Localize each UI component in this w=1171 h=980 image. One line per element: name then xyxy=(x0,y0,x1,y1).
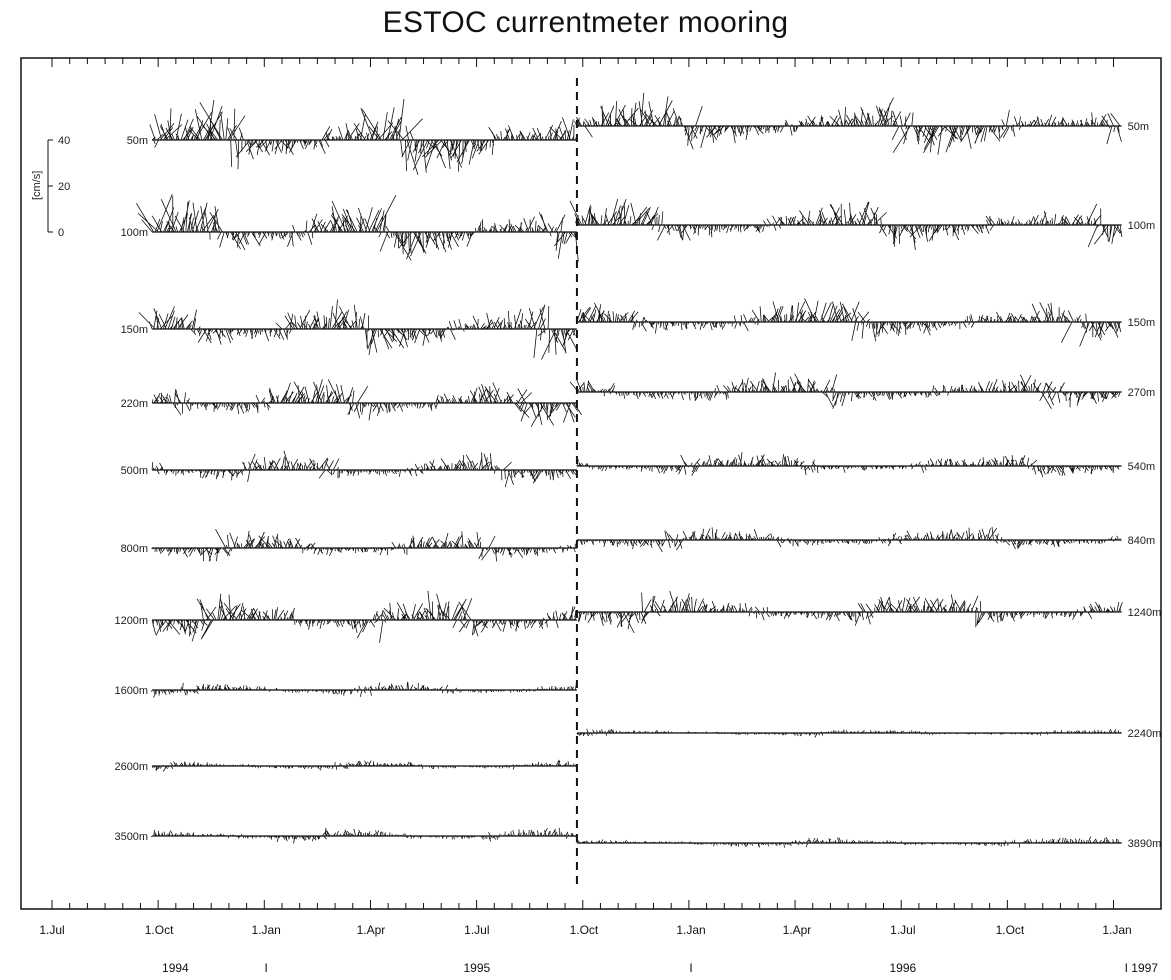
series-sticks xyxy=(136,194,579,262)
depth-label: 500m xyxy=(121,465,149,477)
x-tick-label: 1.Jan xyxy=(676,923,705,937)
scale-bar-tick-label: 40 xyxy=(58,135,70,147)
bottom-axis-ticks xyxy=(51,900,1115,909)
x-tick-label: 1.Jan xyxy=(1102,923,1131,937)
series-sticks xyxy=(576,836,1121,848)
series-sticks xyxy=(151,529,576,562)
x-tick-labels: 1.Jul 1.Oct 1.Jan 1.Apr 1.Jul 1.Oct 1.Jan 1.Apr… xyxy=(39,923,1131,937)
scale-bar-tick-label: 0 xyxy=(58,227,64,239)
depth-label: 100m xyxy=(1128,220,1156,232)
series-sticks xyxy=(576,452,1121,478)
depth-label: 840m xyxy=(1128,535,1156,547)
series-sticks xyxy=(576,298,1122,347)
series-sticks xyxy=(575,526,1121,553)
series-sticks xyxy=(149,98,578,176)
depth-label: 220m xyxy=(121,398,149,410)
year-label: 1995 xyxy=(463,961,490,975)
depth-label: 150m xyxy=(1128,317,1156,329)
series-sticks xyxy=(569,372,1121,410)
depth-label: 1240m xyxy=(1128,607,1162,619)
depth-label: 150m xyxy=(121,324,149,336)
depth-label: 50m xyxy=(127,135,148,147)
series-sticks xyxy=(138,299,578,360)
depth-label: 3890m xyxy=(1128,838,1162,850)
depth-label: 540m xyxy=(1128,461,1156,473)
depth-label: 1600m xyxy=(114,685,148,697)
scale-bar-unit: [cm/s] xyxy=(31,171,43,200)
year-label: I xyxy=(689,961,692,975)
top-axis-ticks xyxy=(51,58,1115,67)
speed-scale-bar: 40 20 0 [cm/s] xyxy=(31,135,70,239)
year-label: 1994 xyxy=(162,961,189,975)
series-sticks xyxy=(151,681,577,698)
series-sticks xyxy=(151,827,577,844)
depth-label: 800m xyxy=(121,543,149,555)
series-sticks xyxy=(151,590,576,643)
series-sticks xyxy=(576,728,1121,738)
x-tick-label: 1.Jan xyxy=(251,923,280,937)
x-tick-label: 1.Jul xyxy=(464,923,489,937)
x-tick-label: 1.Apr xyxy=(357,923,386,937)
plot-frame xyxy=(20,57,1162,910)
depth-label: 100m xyxy=(121,227,149,239)
year-label: I 1997 xyxy=(1125,961,1159,975)
left-deployment-series: 50m 100m 150m 220m 500m 800m 1200m 1600m 2600m 35… xyxy=(114,98,582,844)
depth-label: 3500m xyxy=(114,831,148,843)
year-labels: 1994 I 1995 I 1996 I 1997 xyxy=(162,961,1158,975)
depth-label: 2600m xyxy=(114,761,148,773)
x-tick-label: 1.Oct xyxy=(996,923,1025,937)
x-tick-label: 1.Jul xyxy=(39,923,64,937)
series-sticks xyxy=(151,379,582,427)
x-tick-label: 1.Oct xyxy=(570,923,599,937)
year-label: 1996 xyxy=(889,961,916,975)
depth-label: 270m xyxy=(1128,387,1156,399)
depth-label: 50m xyxy=(1128,121,1149,133)
x-tick-label: 1.Apr xyxy=(783,923,812,937)
depth-label: 2240m xyxy=(1128,728,1162,740)
series-sticks xyxy=(574,92,1122,155)
scale-bar-tick-label: 20 xyxy=(58,181,70,193)
year-label: I xyxy=(264,961,267,975)
series-sticks xyxy=(574,590,1123,634)
x-tick-label: 1.Jul xyxy=(890,923,915,937)
depth-label: 1200m xyxy=(114,615,148,627)
series-sticks xyxy=(151,759,576,772)
right-deployment-series: 50m 100m 150m 270m 540m 840m 1240m 2240m 3890m xyxy=(569,92,1162,850)
x-tick-label: 1.Oct xyxy=(145,923,174,937)
series-sticks xyxy=(151,450,578,488)
chart-title: ESTOC currentmeter mooring xyxy=(382,6,789,39)
